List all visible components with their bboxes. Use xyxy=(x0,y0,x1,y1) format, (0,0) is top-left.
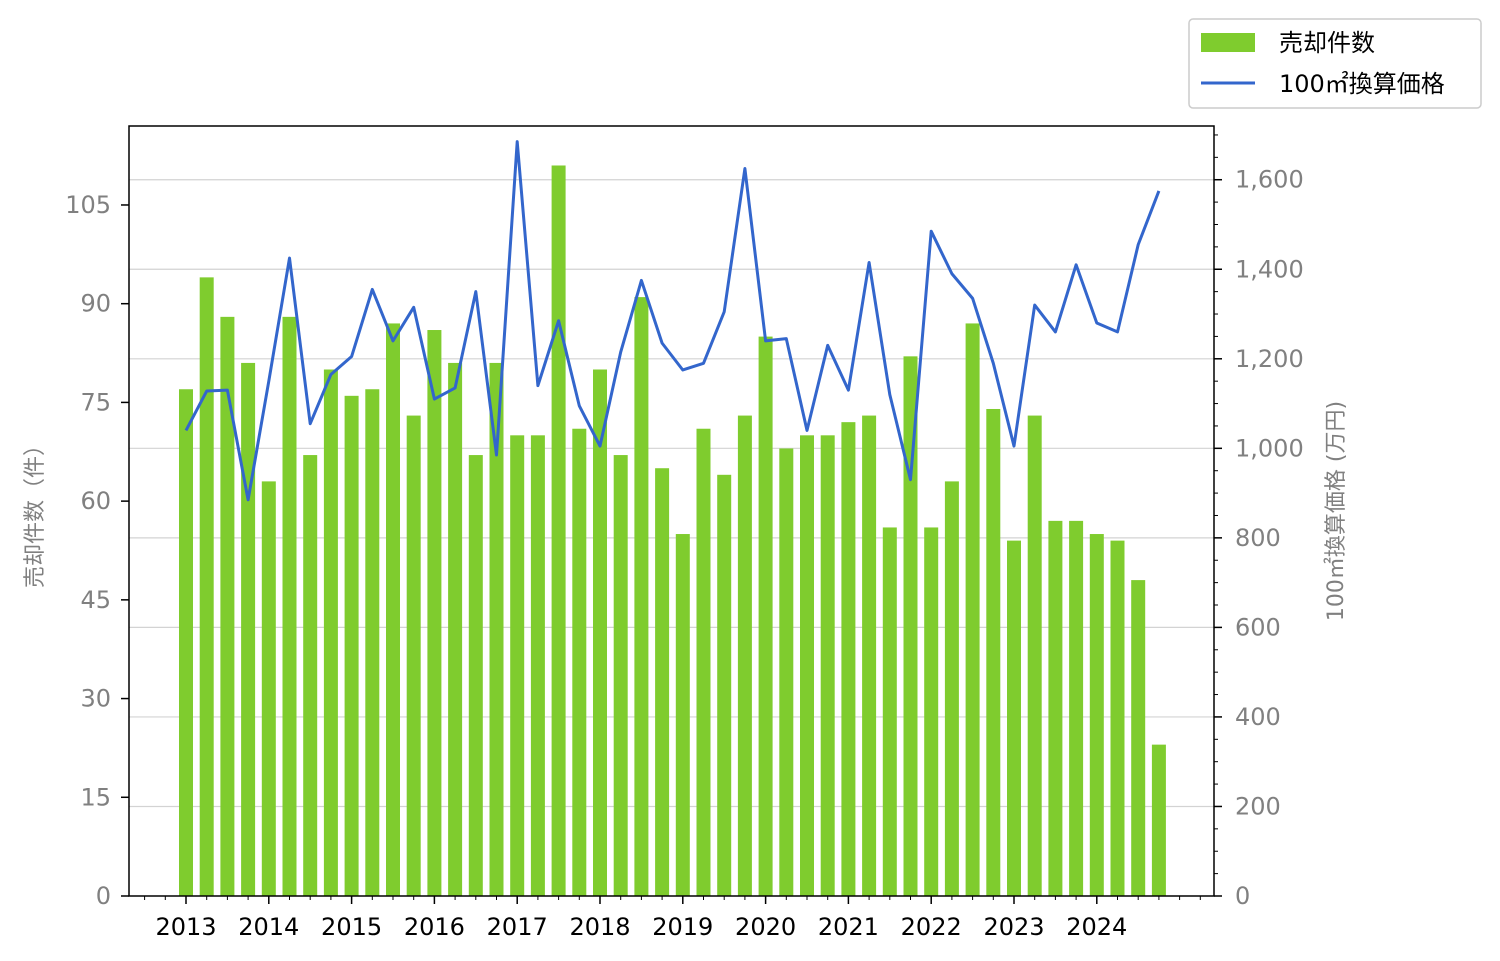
x-tick-label: 2024 xyxy=(1066,913,1127,941)
bar xyxy=(800,435,814,896)
price-line xyxy=(184,140,1161,502)
bar xyxy=(282,316,297,896)
x-tick-label: 2021 xyxy=(818,913,879,941)
bar xyxy=(468,455,483,896)
line-series xyxy=(184,140,1161,502)
y-left-tick-label: 105 xyxy=(65,191,111,219)
bar xyxy=(986,408,1001,896)
y-left-tick-label: 60 xyxy=(80,487,111,515)
y-left-tick-label: 30 xyxy=(80,685,111,713)
bar xyxy=(510,435,525,896)
bar xyxy=(717,474,732,896)
bar xyxy=(882,527,897,896)
bar xyxy=(386,323,400,896)
y-left-tick-label: 90 xyxy=(80,290,111,318)
y-right-tick-label: 200 xyxy=(1235,792,1281,820)
bar-series xyxy=(179,165,1166,897)
bar xyxy=(1048,520,1063,896)
x-tick-label: 2016 xyxy=(404,913,465,941)
bar xyxy=(303,455,318,896)
bar xyxy=(1151,744,1166,896)
bar xyxy=(365,389,380,896)
y-right-tick-label: 600 xyxy=(1235,613,1281,641)
y-right-tick-label: 1,000 xyxy=(1235,434,1304,462)
bar xyxy=(655,468,670,896)
y-axis-right-label: 100㎡換算価格 (万円) xyxy=(1323,401,1349,621)
x-tick-label: 2018 xyxy=(569,913,630,941)
y-right-tick-label: 1,400 xyxy=(1235,255,1304,283)
legend-bar-swatch xyxy=(1201,33,1255,52)
y-left-tick-label: 75 xyxy=(80,388,111,416)
x-tick-label: 2020 xyxy=(735,913,796,941)
x-tick-label: 2014 xyxy=(238,913,299,941)
bar xyxy=(862,415,877,896)
bar xyxy=(1007,540,1021,896)
bar xyxy=(241,362,256,896)
bar xyxy=(1089,534,1104,896)
bar xyxy=(551,165,566,896)
x-tick-label: 2022 xyxy=(901,913,962,941)
x-tick-label: 2017 xyxy=(487,913,548,941)
bar xyxy=(779,448,794,896)
bar xyxy=(944,481,959,896)
y-right-tick-label: 400 xyxy=(1235,703,1281,731)
x-tick-label: 2019 xyxy=(652,913,713,941)
bar xyxy=(406,415,421,896)
plot-frame xyxy=(128,125,1215,897)
bar xyxy=(593,369,607,896)
bar xyxy=(965,323,980,896)
bar xyxy=(448,362,463,896)
bar xyxy=(427,330,442,896)
bar xyxy=(1027,415,1042,896)
y-right-tick-label: 1,600 xyxy=(1235,166,1304,194)
y-left-tick-label: 45 xyxy=(80,586,111,614)
x-tick-label: 2015 xyxy=(321,913,382,941)
y-axis-left-label: 売却件数（件） xyxy=(23,434,48,588)
bar xyxy=(179,389,193,896)
bar xyxy=(489,362,504,896)
bar xyxy=(261,481,276,896)
bar xyxy=(820,435,835,896)
y-right-tick-label: 800 xyxy=(1235,524,1281,552)
bar xyxy=(344,395,359,896)
legend-bar-label: 売却件数 xyxy=(1279,29,1375,57)
legend: 売却件数 100㎡換算価格 xyxy=(1188,18,1482,109)
bar xyxy=(220,316,235,896)
x-tick-label: 2013 xyxy=(155,913,216,941)
bar xyxy=(903,356,918,896)
bar xyxy=(841,422,856,896)
y-left-tick-label: 0 xyxy=(96,882,111,910)
bar xyxy=(924,527,939,896)
bar xyxy=(572,428,587,896)
bar xyxy=(199,277,214,896)
bar xyxy=(530,435,545,896)
legend-line-label: 100㎡換算価格 xyxy=(1279,70,1445,98)
x-tick-label: 2023 xyxy=(983,913,1044,941)
axes: 0 15 30 45 60 75 90 105 0 200 400 600 800 1,000 1,200 1… xyxy=(65,134,1304,941)
bar xyxy=(1069,520,1084,896)
legend-box xyxy=(1188,18,1482,109)
bar xyxy=(613,455,628,896)
bar xyxy=(323,369,338,896)
bar xyxy=(1131,580,1146,896)
bar xyxy=(634,297,649,897)
bar xyxy=(696,428,711,896)
bar xyxy=(737,415,752,896)
y-right-tick-label: 1,200 xyxy=(1235,345,1304,373)
bar xyxy=(675,534,690,896)
y-right-tick-label: 0 xyxy=(1235,882,1250,910)
y-left-tick-label: 15 xyxy=(80,783,111,811)
bar xyxy=(758,336,773,897)
bar xyxy=(1110,540,1125,896)
